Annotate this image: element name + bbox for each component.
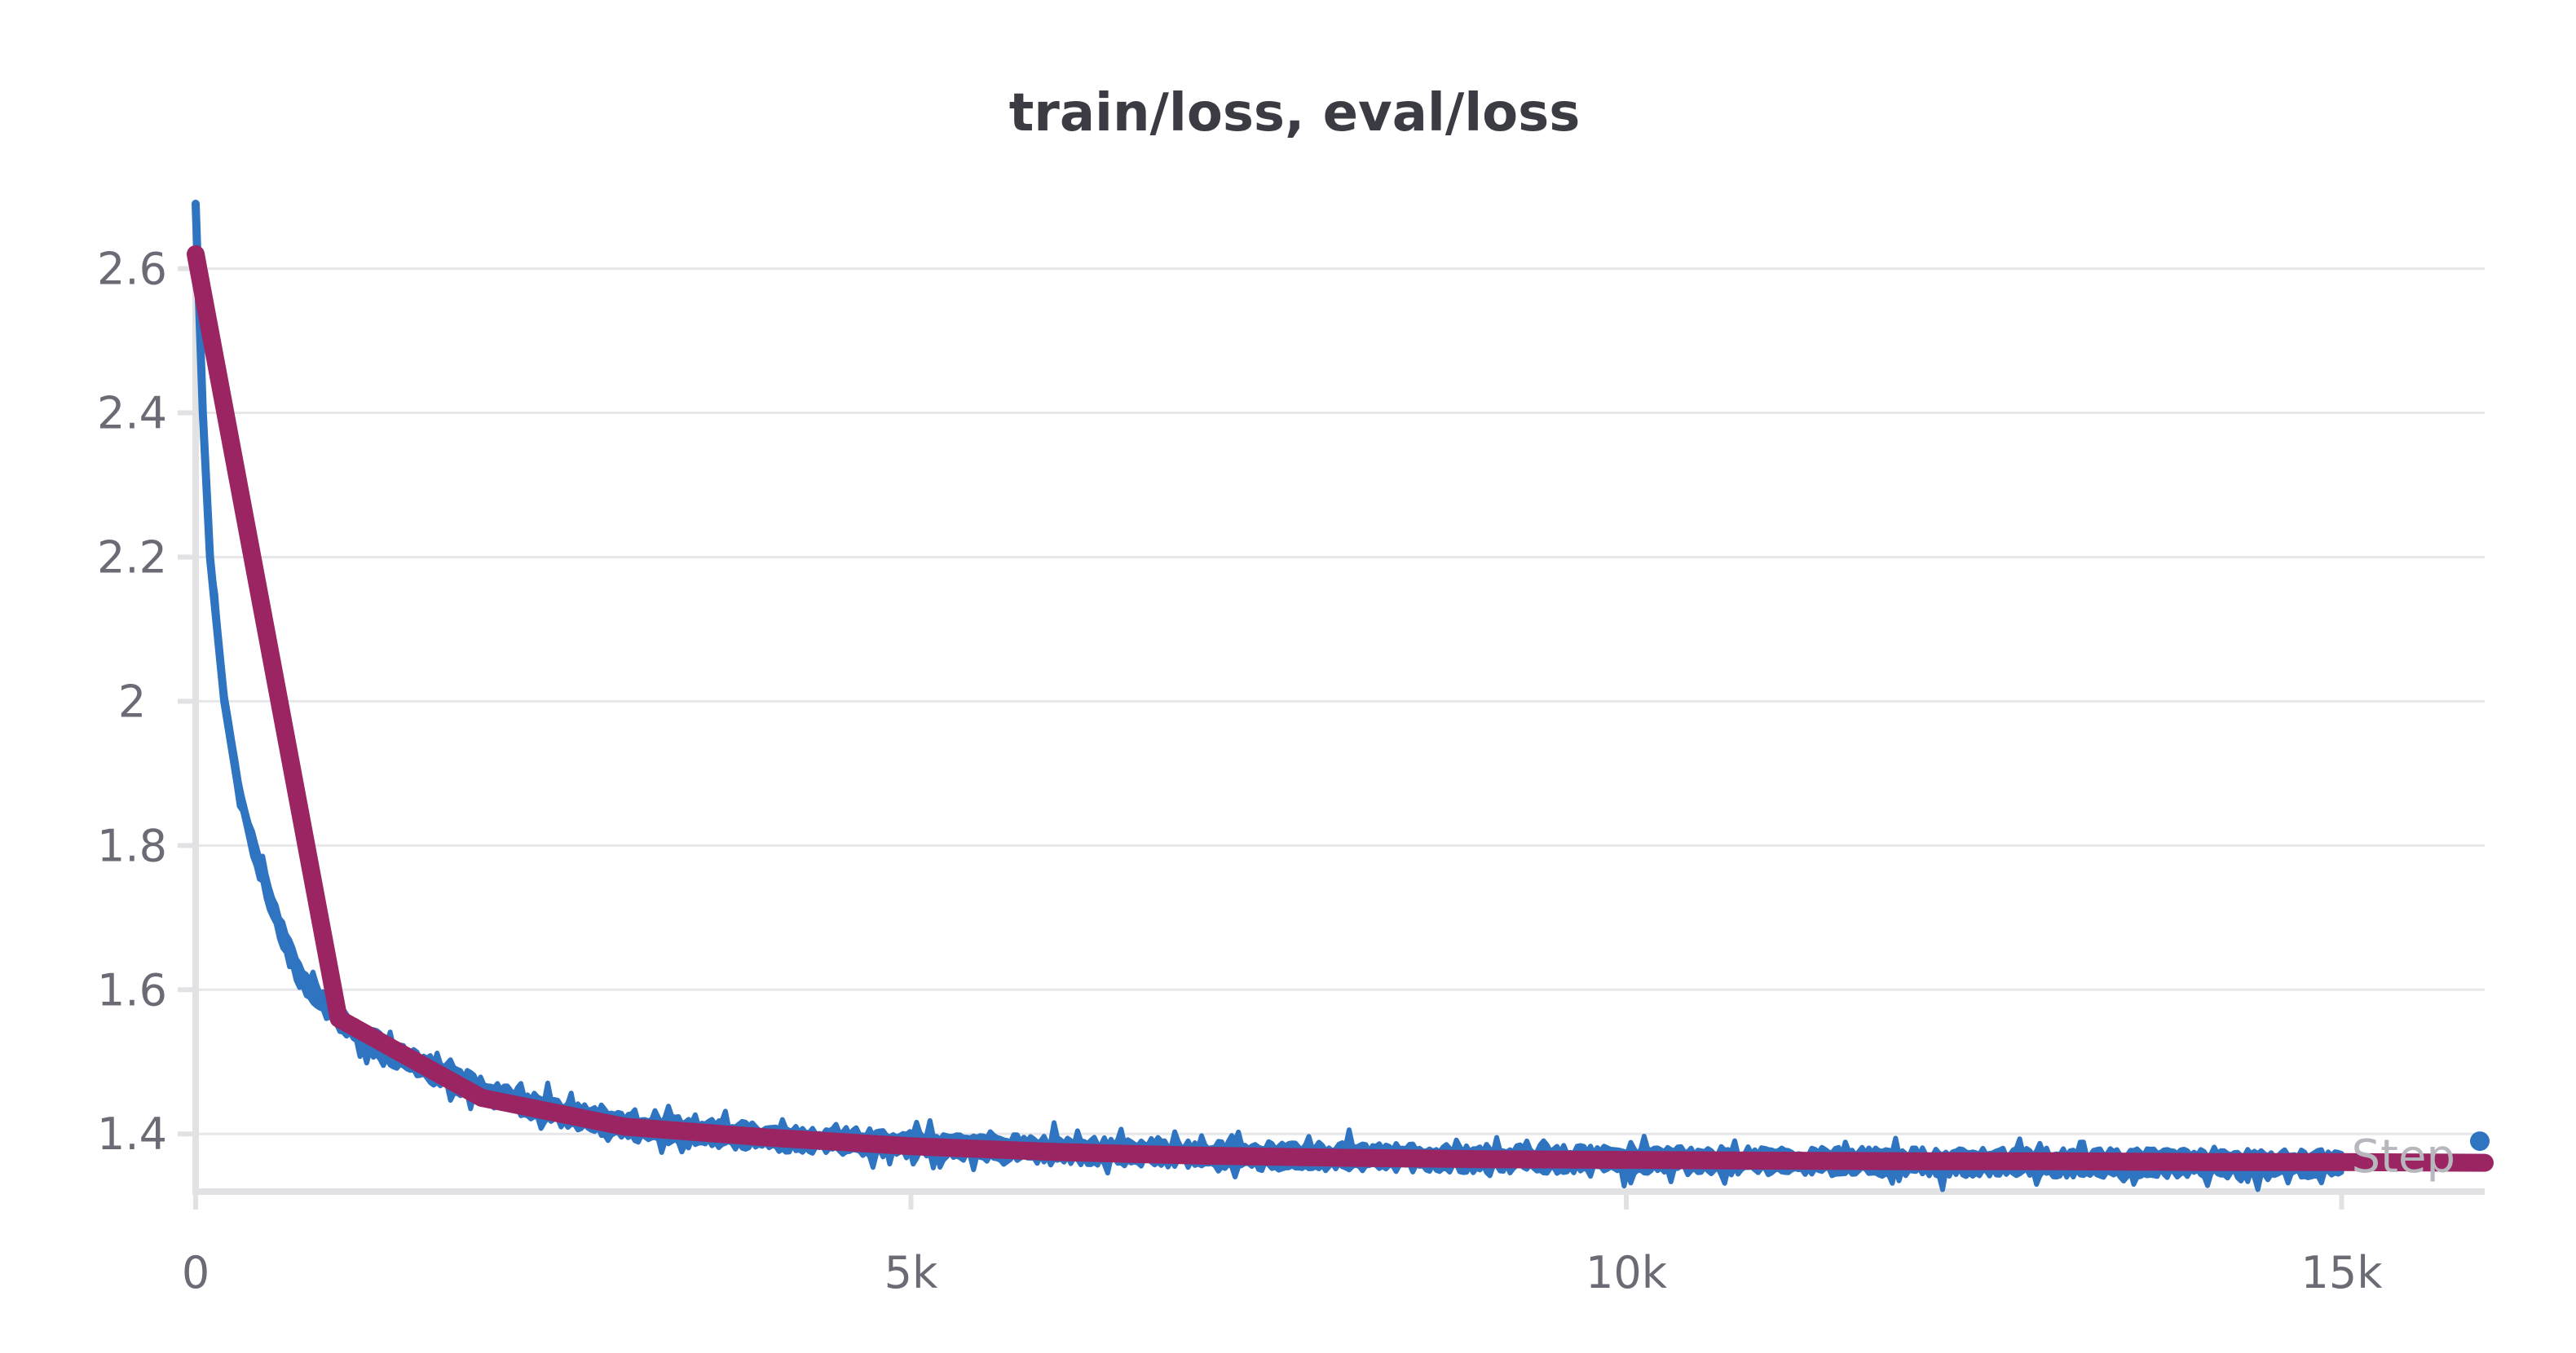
eval-loss-point xyxy=(767,1137,769,1139)
eval-loss-point xyxy=(1912,1161,1913,1162)
eval-loss-point xyxy=(195,253,196,255)
y-tick-label: 1.6 xyxy=(97,964,167,1016)
grid-layer xyxy=(196,267,2485,1135)
train-loss-band xyxy=(193,201,2344,1192)
y-tick-label: 2 xyxy=(118,676,146,727)
eval-loss-point xyxy=(1197,1155,1198,1157)
y-tick-label: 1.8 xyxy=(97,820,167,871)
series-eval_loss xyxy=(187,245,2494,1172)
eval-loss-point xyxy=(2484,1162,2486,1164)
chart-title: train/loss, eval/loss xyxy=(1009,83,1581,143)
series-layer xyxy=(187,200,2494,1192)
eval-loss-point xyxy=(338,1018,340,1020)
label-layer: 1.4 1.6 1.8 2 2.2 2.4 2.6 0 5k 10k 15k xyxy=(97,244,2383,1298)
eval-loss-point xyxy=(911,1145,912,1147)
eval-loss-point xyxy=(1053,1151,1055,1152)
x-tick-label: 0 xyxy=(182,1247,210,1298)
y-tick-label: 2.4 xyxy=(97,388,167,439)
eval-loss-line xyxy=(187,245,2494,1172)
x-tick-label: 5k xyxy=(884,1247,938,1298)
train-loss-last-point xyxy=(2470,1131,2490,1152)
train-loss-line xyxy=(192,200,2346,1169)
y-tick-label: 1.4 xyxy=(97,1108,167,1160)
eval-loss-point xyxy=(1769,1160,1771,1161)
eval-loss-point xyxy=(624,1126,626,1127)
x-tick-label: 15k xyxy=(2301,1247,2384,1298)
eval-loss-point xyxy=(481,1097,483,1099)
eval-loss-point xyxy=(1625,1159,1627,1161)
y-tick-label: 2.2 xyxy=(97,531,167,583)
x-axis-title: Step xyxy=(2351,1130,2455,1183)
eval-loss-point xyxy=(2198,1161,2199,1163)
axis-layer xyxy=(178,204,2485,1210)
eval-loss-point xyxy=(1483,1158,1484,1160)
x-tick-label: 10k xyxy=(1586,1247,1668,1298)
eval-loss-point xyxy=(2055,1161,2057,1162)
eval-loss-point xyxy=(2341,1161,2343,1163)
series-train_loss xyxy=(192,200,2490,1192)
eval-loss-point xyxy=(1339,1157,1341,1158)
y-tick-label: 2.6 xyxy=(97,244,167,295)
